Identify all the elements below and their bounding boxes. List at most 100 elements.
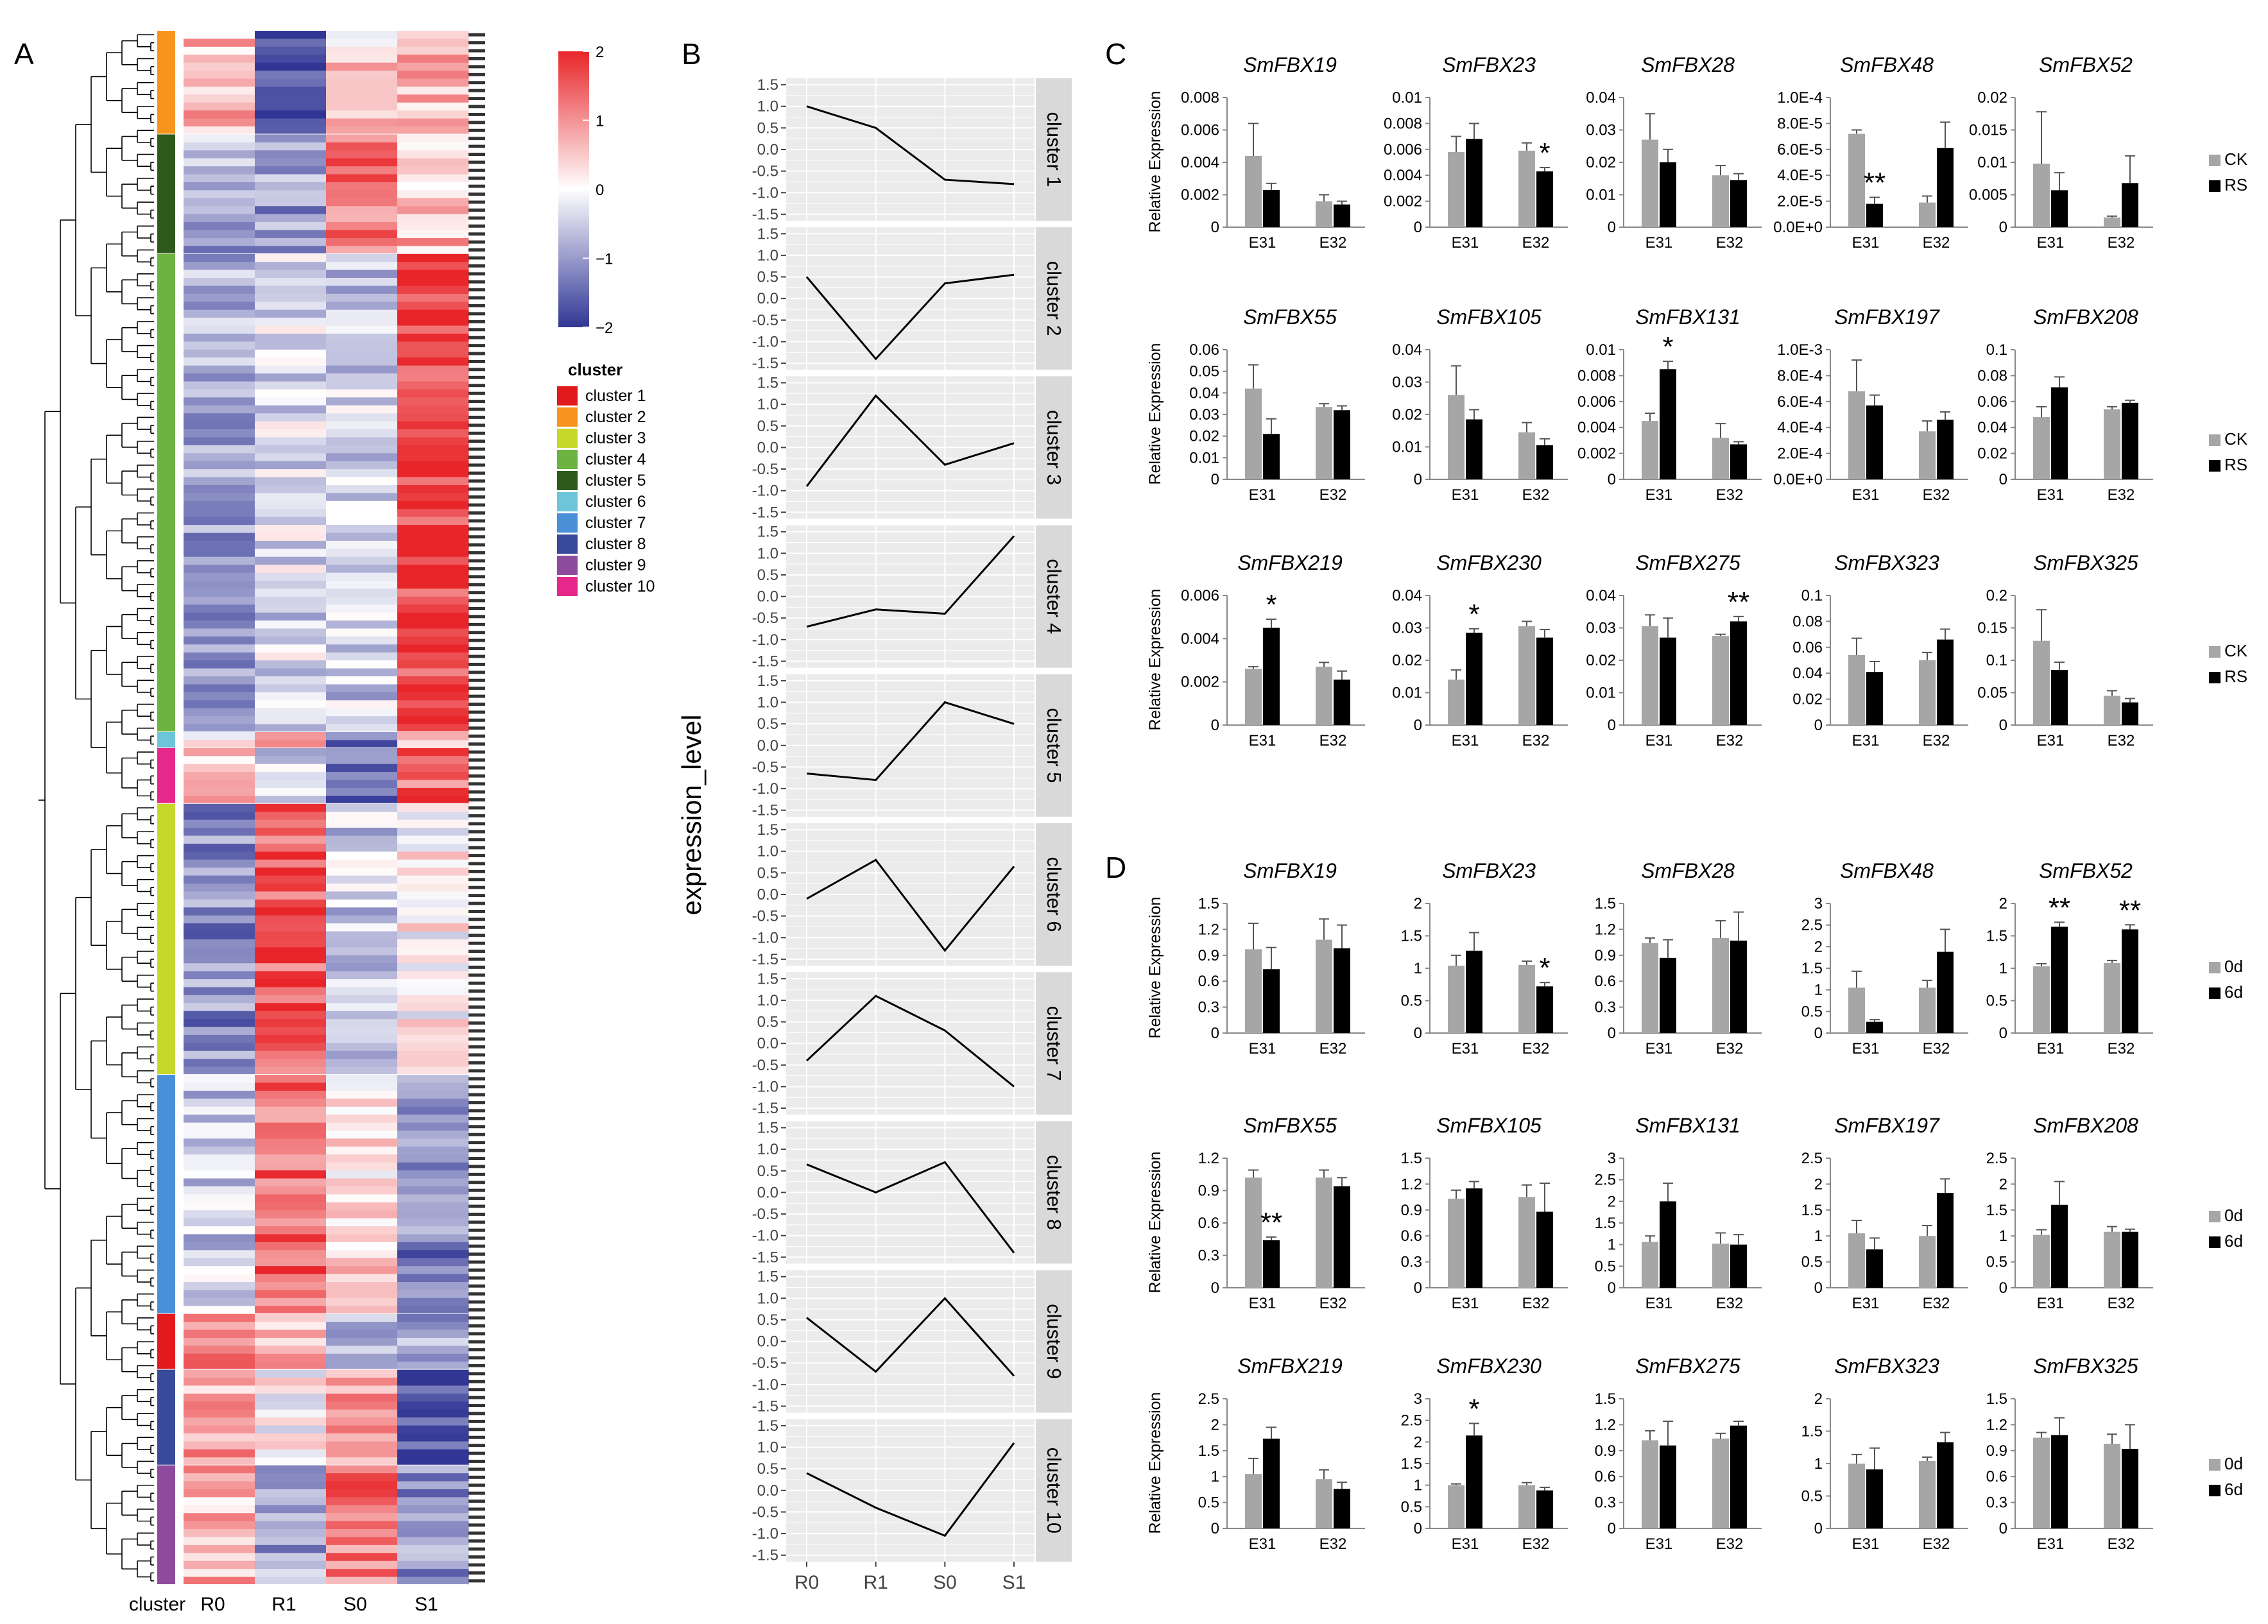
heatmap-cell: [326, 206, 398, 215]
heatmap-cell: [184, 1019, 255, 1028]
heatmap-cell: [397, 150, 469, 159]
row-label-mark: [468, 766, 485, 770]
heatmap-cell: [397, 875, 469, 884]
legend-swatch: [2209, 962, 2221, 973]
heatmap-cell: [397, 668, 469, 677]
y-tick-label: 0.08: [1792, 613, 1823, 630]
heatmap-cell: [397, 1242, 469, 1251]
bar-treatment: [2051, 670, 2068, 725]
heatmap-column-label: S1: [415, 1594, 438, 1615]
y-tick-label: 4.0E-4: [1777, 419, 1823, 436]
row-label-mark: [468, 934, 485, 937]
heatmap-cell: [255, 947, 327, 956]
heatmap-cell: [184, 1075, 255, 1084]
heatmap-cell: [326, 1529, 398, 1537]
heatmap-cell: [326, 405, 398, 414]
bar-control: [2033, 966, 2050, 1033]
heatmap-cell: [184, 628, 255, 637]
chart-title: SmFBX52: [2039, 53, 2133, 76]
row-label-mark: [468, 1188, 485, 1192]
row-label-mark: [468, 838, 485, 842]
y-tick-label: 0.03: [1586, 620, 1616, 637]
y-tick-label: 0.9: [1198, 1183, 1219, 1200]
heatmap-cell: [397, 748, 469, 756]
row-label-mark: [468, 535, 485, 539]
heatmap-cell: [255, 1513, 327, 1522]
heatmap-cell: [255, 309, 327, 318]
x-tick-label: E31: [1852, 486, 1880, 504]
y-tick-label: 0.0: [757, 290, 778, 307]
legend-label: RS: [2224, 175, 2247, 194]
y-tick-label: -0.5: [752, 1503, 778, 1521]
y-tick-label: 0.5: [1801, 1254, 1823, 1271]
bar-control: [1642, 421, 1658, 479]
bar-treatment: [1660, 957, 1676, 1033]
bar-treatment: [1334, 1489, 1350, 1528]
bar-control: [2104, 409, 2120, 479]
heatmap-cell: [255, 772, 327, 781]
heatmap-cell: [397, 1409, 469, 1418]
heatmap-cell: [255, 868, 327, 876]
heatmap-cell: [397, 1274, 469, 1283]
heatmap-cell: [255, 915, 327, 924]
heatmap-cell: [326, 1162, 398, 1171]
x-tick-label: E32: [1923, 1295, 1950, 1312]
y-tick-label: 1.5: [1801, 1202, 1823, 1219]
heatmap-cell: [255, 302, 327, 311]
heatmap-cell: [184, 1194, 255, 1203]
row-label-mark: [468, 1053, 485, 1057]
y-axis-title: Relative Expression: [1146, 1152, 1164, 1294]
heatmap-cell: [326, 166, 398, 175]
heatmap-cell: [397, 302, 469, 311]
heatmap-cell: [255, 612, 327, 621]
heatmap-cell: [184, 1162, 255, 1171]
x-tick-label: E32: [1319, 1040, 1347, 1057]
heatmap-cell: [184, 198, 255, 207]
row-label-mark: [468, 1340, 485, 1344]
heatmap-cell: [184, 1059, 255, 1068]
heatmap-cell: [397, 1066, 469, 1075]
row-label-mark: [468, 1037, 485, 1041]
heatmap-cell: [326, 843, 398, 852]
x-tick-label: E31: [1452, 486, 1479, 504]
row-label-mark: [468, 575, 485, 579]
heatmap-cell: [397, 1473, 469, 1482]
heatmap-cell: [397, 1019, 469, 1028]
heatmap-cell: [255, 126, 327, 135]
heatmap-cell: [184, 533, 255, 542]
y-tick-label: -1.0: [752, 184, 778, 201]
heatmap-cell: [255, 1481, 327, 1490]
heatmap-cell: [184, 1489, 255, 1498]
heatmap-cell: [397, 581, 469, 589]
facet-strip: [1036, 376, 1072, 519]
heatmap-cell: [397, 1090, 469, 1099]
heatmap-cell: [184, 373, 255, 382]
heatmap-cell: [397, 198, 469, 207]
row-label-mark: [468, 495, 485, 499]
heatmap-cell: [255, 1290, 327, 1299]
heatmap-cell: [184, 182, 255, 191]
bar-control: [1316, 667, 1332, 725]
heatmap-cell: [255, 923, 327, 932]
heatmap-cell: [397, 62, 469, 71]
bar-treatment: [1263, 189, 1280, 227]
row-label-mark: [468, 631, 485, 635]
heatmap-cell: [397, 78, 469, 87]
y-tick-label: 0: [1414, 1025, 1422, 1042]
cluster-strip-segment: [157, 1465, 175, 1585]
y-tick-label: -1.0: [752, 333, 778, 350]
y-tick-label: 0.006: [1181, 587, 1219, 604]
heatmap-cell: [184, 780, 255, 789]
heatmap-cell: [255, 318, 327, 327]
bar-control: [2033, 417, 2050, 479]
y-tick-label: -1.0: [752, 1525, 778, 1543]
bar-treatment: [1536, 986, 1553, 1033]
heatmap-cell: [397, 588, 469, 597]
cluster-legend-label: cluster 4: [585, 450, 646, 468]
bar-treatment: [2122, 1231, 2138, 1288]
heatmap-cell: [397, 868, 469, 876]
heatmap-cell: [326, 1027, 398, 1036]
heatmap-cell: [397, 1186, 469, 1195]
legend-swatch: [2209, 155, 2221, 166]
heatmap-column-label: R1: [271, 1594, 296, 1615]
